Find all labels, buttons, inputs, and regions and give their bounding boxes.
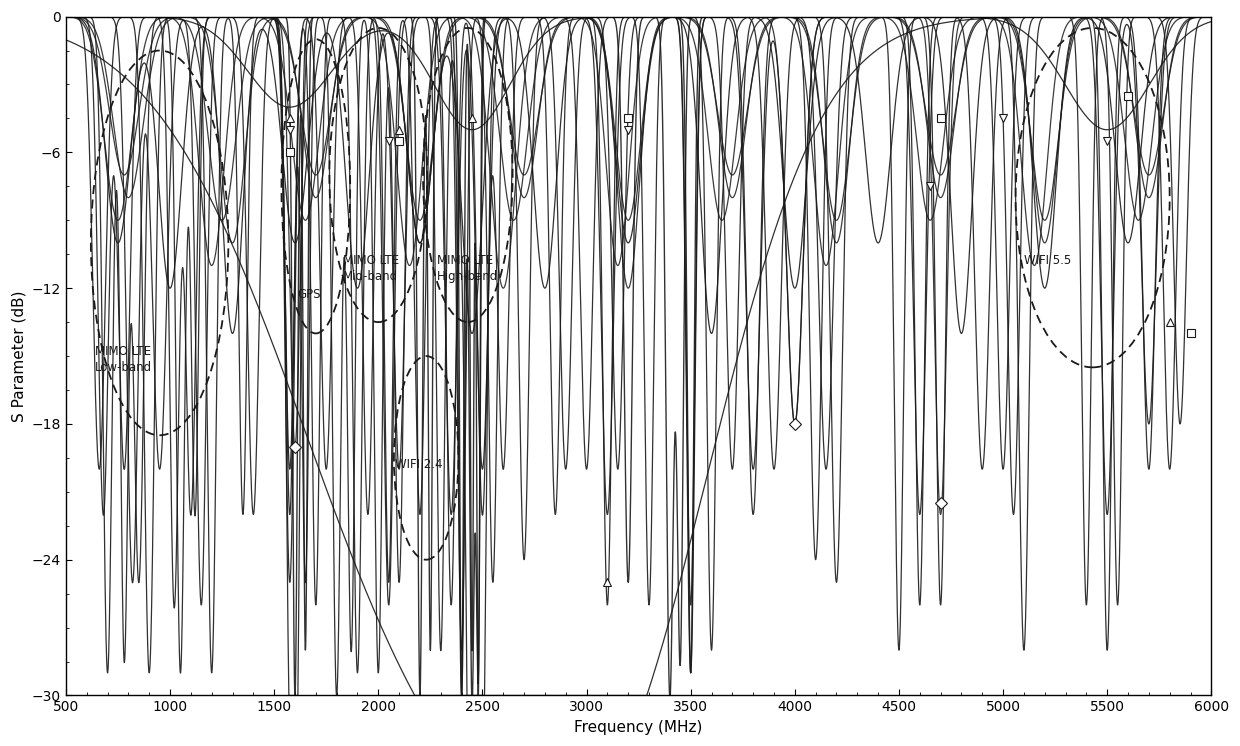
Text: WIFI 5.5: WIFI 5.5	[1024, 254, 1071, 267]
Y-axis label: S Parameter (dB): S Parameter (dB)	[11, 290, 26, 421]
Text: MIMO LTE
High-band: MIMO LTE High-band	[436, 254, 497, 283]
Text: WIFI 2.4: WIFI 2.4	[396, 458, 443, 471]
X-axis label: Frequency (MHz): Frequency (MHz)	[574, 720, 703, 735]
Text: MIMO LTE
Low-band: MIMO LTE Low-band	[95, 345, 153, 374]
Text: MIMO LTE
Mid-band: MIMO LTE Mid-band	[343, 254, 399, 283]
Text: GPS: GPS	[298, 288, 321, 301]
